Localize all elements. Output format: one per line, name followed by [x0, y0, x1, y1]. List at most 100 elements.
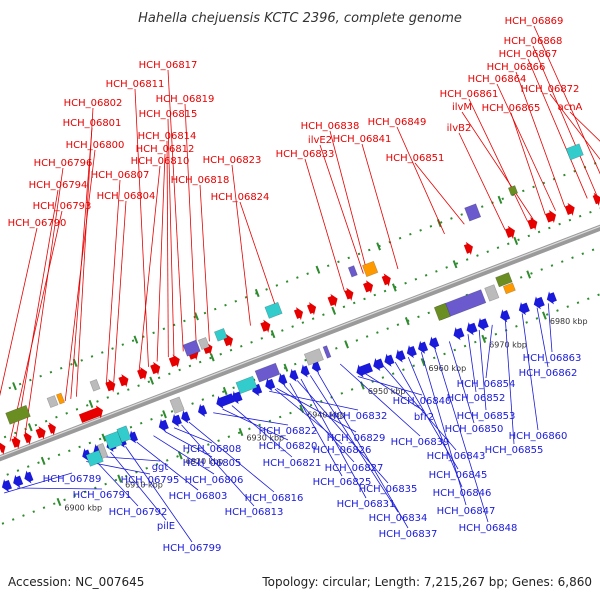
reverse-gene-label: HCH_06835: [359, 484, 418, 495]
reverse-gene-arrow: [13, 474, 24, 488]
forward-gene-arrow: [545, 209, 557, 224]
rna-feature-box: [495, 272, 513, 288]
forward-gene-label-leader: [510, 112, 546, 215]
forward-gene-label-leader: [156, 153, 166, 362]
misc-feature-box: [169, 396, 185, 414]
reverse-gene-arrow: [171, 413, 182, 427]
reverse-gene-label-leader: [125, 446, 193, 543]
reverse-gene-label: HCH_06826: [313, 445, 372, 456]
reverse-gene-label: HCH_06806: [185, 475, 244, 486]
reverse-gene-label: HCH_06822: [259, 426, 318, 437]
scale-tick-label: 6960 kbp: [428, 364, 466, 373]
reverse-gene-label: HCH_06832: [329, 411, 388, 422]
reverse-gene-label: HCH_06853: [457, 411, 516, 422]
reverse-gene-label-leader: [504, 319, 515, 445]
forward-gene-label-leader: [319, 144, 364, 274]
forward-gene-arrow: [381, 273, 391, 287]
scale-tick: [526, 270, 532, 279]
feature-tracks: [0, 143, 600, 493]
reverse-gene-label-leader: [110, 451, 167, 521]
reverse-gene-arrow: [278, 372, 288, 387]
forward-gene-label-leader: [414, 162, 465, 225]
forward-gene-label: HCH_06838: [301, 121, 360, 132]
reverse-gene-label: pilE: [157, 521, 175, 532]
reverse-gene-arrow: [500, 309, 511, 323]
scale-tick: [101, 433, 107, 442]
reverse-gene-label-leader: [547, 303, 553, 353]
reverse-gene-label: HCH_06813: [225, 507, 284, 518]
forward-gene-arrow: [118, 374, 129, 388]
scale-tick: [27, 423, 33, 432]
reverse-gene-arrow: [24, 470, 34, 484]
forward-gene-label-leader: [329, 130, 368, 273]
reverse-gene-label-leader: [99, 456, 161, 462]
reverse-gene-label-leader: [317, 372, 409, 529]
forward-gene-label-leader: [468, 98, 528, 222]
backbone-highlight: [0, 225, 600, 458]
reverse-gene-label: HCH_06863: [523, 353, 582, 364]
forward-gene-label: HCH_06824: [211, 192, 270, 203]
scale-tick-label: 6920 kbp: [186, 457, 224, 466]
forward-gene-label: HCH_06794: [29, 180, 88, 191]
gene-labels: HCH_06817 HCH_06811 HCH_06819 HCH_06802 HCH_…: [8, 16, 583, 554]
forward-gene-arrow: [527, 217, 538, 231]
misc-feature-box: [96, 442, 109, 459]
reverse-gene-label: HCH_06829: [327, 433, 386, 444]
misc-feature-box: [89, 378, 101, 392]
forward-gene-label-leader: [361, 143, 399, 270]
reverse-gene-label-leader: [283, 385, 355, 463]
forward-gene-label: HCH_06851: [386, 153, 445, 164]
reverse-gene-label-leader: [339, 363, 421, 437]
reverse-gene-arrow: [453, 327, 465, 341]
forward-gene-label: ilvB2: [447, 123, 472, 134]
reverse-gene-label-leader: [213, 412, 289, 426]
guide-line: [0, 293, 600, 526]
reverse-gene-label: HCH_06852: [447, 393, 506, 404]
reverse-gene-label: HCH_06848: [459, 523, 518, 534]
scale-tick: [56, 497, 62, 507]
scale-tick-label: 6930 kbp: [246, 434, 284, 443]
reverse-gene-label-leader: [296, 380, 389, 484]
misc-feature-box: [264, 301, 283, 319]
forward-gene-label-leader: [396, 126, 445, 235]
scale-ticks: 6900 kbp 6910 kbp 6920 kbp 6930 kbp 6940 kbp…: [12, 195, 588, 513]
reverse-gene-label-leader: [17, 487, 103, 490]
scale-tick: [420, 358, 426, 367]
forward-gene-label: ilvE2: [308, 135, 332, 146]
reverse-gene-label: HCH_06808: [183, 444, 242, 455]
forward-gene-label: HCH_06872: [521, 84, 580, 95]
rna-feature-box: [433, 302, 451, 322]
reverse-gene-label: HCH_06821: [263, 458, 322, 469]
forward-gene-label-leader: [9, 210, 63, 442]
reverse-gene-label-leader: [357, 376, 423, 396]
forward-gene-arrow: [463, 241, 473, 255]
forward-gene-label-leader: [304, 158, 345, 292]
misc-feature-box: [197, 337, 210, 351]
forward-gene-label-leader: [184, 103, 197, 347]
reverse-gene-arrow: [300, 364, 310, 378]
scale-tick-label: 6910 kbp: [125, 480, 163, 489]
scale-tick: [283, 363, 289, 372]
forward-gene-arrow: [504, 225, 515, 239]
reverse-gene-arrow: [356, 362, 373, 378]
forward-gene-label: HCH_06818: [171, 175, 230, 186]
forward-gene-arrow: [592, 192, 600, 206]
reverse-gene-label: HCH_06854: [457, 379, 516, 390]
forward-gene-arrow: [47, 422, 56, 436]
forward-gene-label-leader: [134, 88, 149, 367]
reverse-gene-arrow: [406, 345, 417, 359]
reverse-gene-label-leader: [231, 405, 293, 458]
reverse-gene-arrow: [216, 393, 235, 409]
scale-tick: [149, 376, 155, 385]
scale-tick-label: 6980 kbp: [550, 317, 588, 326]
genome-title: Hahella chejuensis KCTC 2396, complete g…: [138, 11, 462, 26]
scale-tick: [12, 382, 17, 391]
scale-tick: [481, 334, 487, 343]
forward-gene-label-leader: [549, 93, 600, 160]
rna-feature-box: [5, 404, 31, 425]
forward-gene-label-leader: [15, 189, 59, 440]
scale-tick: [209, 353, 215, 362]
forward-gene-label-leader: [105, 179, 121, 386]
misc-feature-box: [213, 327, 228, 342]
